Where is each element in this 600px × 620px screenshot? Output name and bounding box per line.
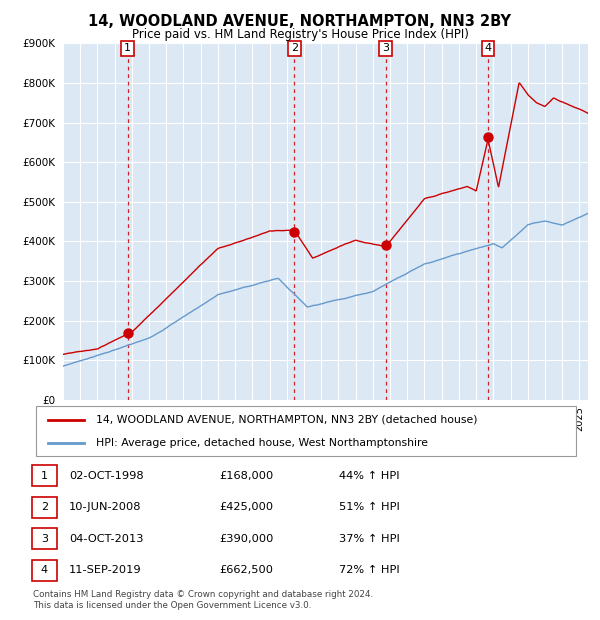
Text: 2: 2 [41, 502, 48, 512]
Text: 02-OCT-1998: 02-OCT-1998 [69, 471, 143, 480]
Text: 11-SEP-2019: 11-SEP-2019 [69, 565, 142, 575]
Text: 4: 4 [484, 43, 491, 53]
Text: £390,000: £390,000 [219, 534, 274, 544]
Text: 3: 3 [382, 43, 389, 53]
Text: 10-JUN-2008: 10-JUN-2008 [69, 502, 142, 512]
Text: 72% ↑ HPI: 72% ↑ HPI [339, 565, 400, 575]
Text: 1: 1 [124, 43, 131, 53]
Text: HPI: Average price, detached house, West Northamptonshire: HPI: Average price, detached house, West… [96, 438, 428, 448]
Text: Contains HM Land Registry data © Crown copyright and database right 2024.
This d: Contains HM Land Registry data © Crown c… [33, 590, 373, 609]
Text: 3: 3 [41, 534, 48, 544]
Text: £425,000: £425,000 [219, 502, 273, 512]
Text: 04-OCT-2013: 04-OCT-2013 [69, 534, 143, 544]
Text: 44% ↑ HPI: 44% ↑ HPI [339, 471, 400, 480]
Text: £168,000: £168,000 [219, 471, 273, 480]
Text: 37% ↑ HPI: 37% ↑ HPI [339, 534, 400, 544]
Text: 51% ↑ HPI: 51% ↑ HPI [339, 502, 400, 512]
Text: £662,500: £662,500 [219, 565, 273, 575]
Text: 2: 2 [291, 43, 298, 53]
Text: 14, WOODLAND AVENUE, NORTHAMPTON, NN3 2BY: 14, WOODLAND AVENUE, NORTHAMPTON, NN3 2B… [89, 14, 511, 29]
Text: 4: 4 [41, 565, 48, 575]
Text: 1: 1 [41, 471, 48, 480]
Text: Price paid vs. HM Land Registry's House Price Index (HPI): Price paid vs. HM Land Registry's House … [131, 28, 469, 41]
Text: 14, WOODLAND AVENUE, NORTHAMPTON, NN3 2BY (detached house): 14, WOODLAND AVENUE, NORTHAMPTON, NN3 2B… [96, 415, 478, 425]
